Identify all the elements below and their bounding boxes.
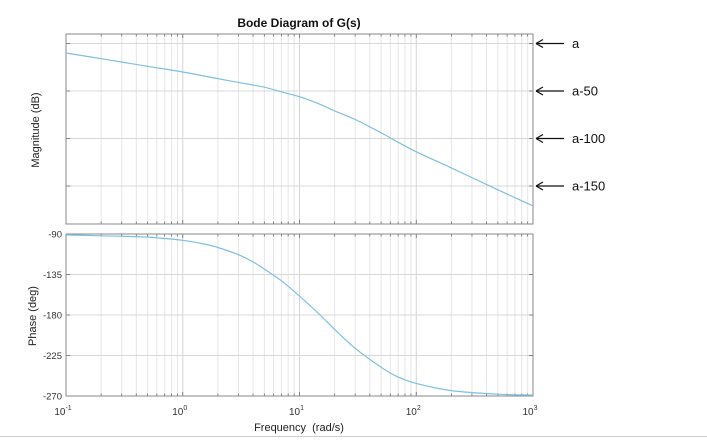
phase-y-tick-label: -135 (43, 270, 62, 281)
phase-y-tick-label: -225 (43, 351, 62, 362)
chart-title: Bode Diagram of G(s) (237, 16, 360, 30)
x-tick-label: 10-1 (54, 405, 71, 418)
x-tick-label: 101 (289, 405, 304, 418)
phase-y-tick-label: -270 (43, 392, 62, 403)
magnitude-annotation-0: a (535, 36, 580, 51)
annotation-arrowhead (535, 133, 544, 144)
phase-axis-label: Phase (deg) (27, 286, 39, 346)
annotation-arrowhead (535, 38, 544, 49)
magnitude-annotation-label: a (572, 36, 580, 51)
magnitude-annotation-3: a-150 (535, 179, 605, 194)
magnitude-series-line (65, 52, 534, 207)
bottom-divider (0, 436, 707, 437)
phase-frame (65, 233, 534, 397)
magnitude-annotation-1: a-50 (535, 84, 598, 99)
magnitude-annotation-label: a-50 (572, 84, 598, 99)
magnitude-annotation-2: a-100 (535, 131, 605, 146)
magnitude-annotation-label: a-100 (572, 131, 605, 146)
magnitude-axis-label: Magnitude (dB) (30, 92, 42, 167)
frequency-axis-label: Frequency (rad/s) (254, 422, 344, 434)
magnitude-panel (65, 33, 534, 225)
x-tick-label: 100 (172, 405, 187, 418)
magnitude-annotation-label: a-150 (572, 179, 605, 194)
annotation-arrowhead (535, 181, 544, 191)
magnitude-frame (65, 33, 534, 225)
x-tick-label: 103 (522, 405, 537, 418)
phase-series-line (65, 234, 534, 396)
phase-y-tick-label: -90 (48, 230, 62, 241)
annotation-arrowhead (535, 86, 544, 96)
phase-y-tick-label: -180 (43, 311, 62, 322)
x-tick-label: 102 (406, 405, 421, 418)
phase-panel (65, 233, 534, 397)
